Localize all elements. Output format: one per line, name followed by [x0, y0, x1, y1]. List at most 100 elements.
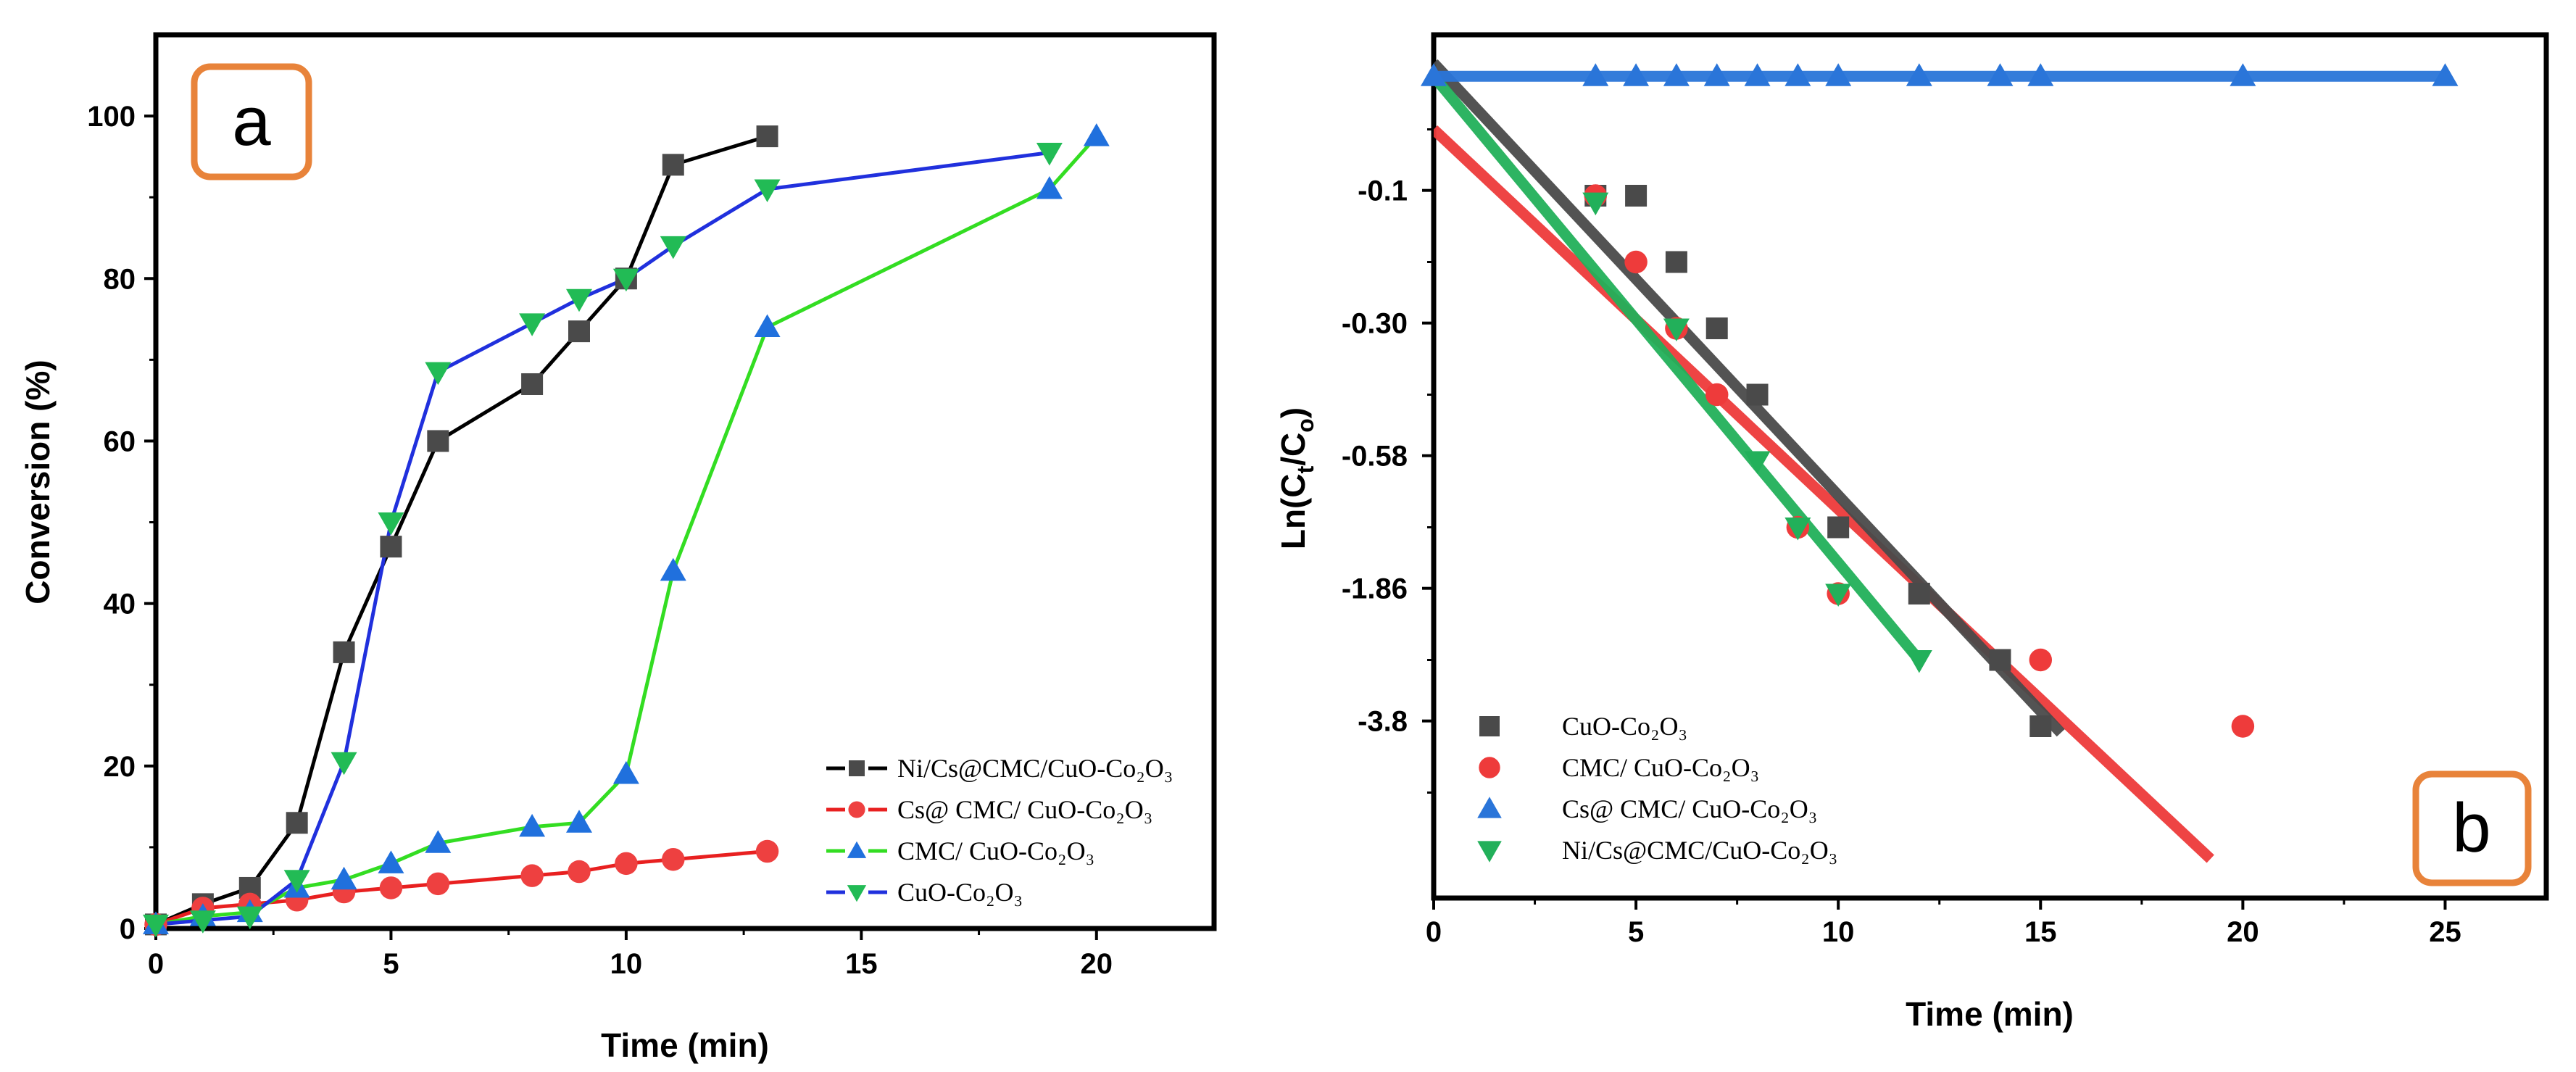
panel-b-fit-line-cmc-cuo-co-o [1434, 125, 2214, 863]
panel-b-ticks: 0 5 10 15 20 25 -0.1 -0.30 -0.58 -1.86 -3.8 [1342, 128, 2461, 948]
panel-a-point-cuo-co-o [378, 512, 404, 536]
panel-a-x-tick-label: 5 [383, 948, 399, 980]
panel-a-point-ni-cs-cmc-cuo-co-o [568, 320, 590, 343]
panel-b-y-tick-label: -3.8 [1358, 706, 1408, 738]
panel-b-point-cuo-co-o [1989, 649, 2011, 671]
panel-a-point-ni-cs-cmc-cuo-co-o [333, 641, 355, 663]
panel-b-point-ni-cs-cmc-cuo-co-o [1906, 650, 1932, 673]
panel-b-legend-label: CuO-Co₂O₃ [1562, 712, 1687, 741]
panel-a-legend: Ni/Cs@CMC/CuO-Co₂O₃ Cs@ CMC/ CuO-Co₂O₃ CMC… [826, 754, 1173, 907]
panel-b-chart: 0 5 10 15 20 25 -0.1 -0.30 -0.58 -1.86 -3.8 Time (… [1274, 32, 2549, 1033]
panel-a-legend-marker [849, 760, 865, 776]
panel-b-legend-marker [1479, 716, 1500, 736]
panel-b-badge-box [2412, 770, 2532, 886]
panel-a-point-ni-cs-cmc-cuo-co-o [662, 154, 684, 176]
panel-a-x-tick-label: 0 [148, 948, 164, 980]
panel-a-point-ni-cs-cmc-cuo-co-o [521, 373, 544, 395]
panel-a-point-cmc-cuo-co-o [425, 830, 452, 853]
panel-a-point-ni-cs-cmc-cuo-co-o [286, 812, 308, 834]
panel-b-point-cmc-cuo-co-o [2029, 648, 2053, 672]
panel-b-y-tick-label: -0.30 [1342, 308, 1408, 340]
panel-a-plot-frame [153, 32, 1217, 931]
panel-b-y-axis-title: Ln(Ct/Co) [1274, 407, 1318, 549]
panel-b-point-cs-cmc-cuo-co-o [2432, 63, 2459, 86]
panel-a-legend-label: CuO-Co₂O₃ [897, 878, 1023, 907]
panel-a-point-cs-cmc-cuo-co-o [568, 860, 591, 884]
panel-b-point-cuo-co-o [1705, 317, 1728, 339]
panel-b-point-cmc-cuo-co-o [2231, 715, 2255, 738]
panel-b-point-cuo-co-o [1625, 185, 1648, 207]
panel-a-y-tick-label: 0 [120, 913, 136, 945]
panel-b-x-tick-label: 0 [1426, 916, 1442, 948]
panel-b-point-cs-cmc-cuo-co-o [1421, 63, 1447, 86]
panel-a-y-tick-label: 80 [104, 263, 136, 295]
panel-b-legend-marker [1477, 841, 1502, 863]
panel-b-x-tick-label: 5 [1628, 916, 1644, 948]
panel-b-y-tick-label: -0.1 [1358, 175, 1408, 207]
panel-b-point-ni-cs-cmc-cuo-co-o [1663, 318, 1690, 341]
panel-b-y-axis-title-mid: /C [1274, 433, 1312, 466]
panel-a-point-cuo-co-o [612, 268, 639, 292]
panel-a-point-cuo-co-o [660, 236, 686, 259]
panel-a-point-cmc-cuo-co-o [1083, 123, 1110, 146]
panel-a-y-tick-label: 100 [87, 101, 136, 133]
panel-a-point-ni-cs-cmc-cuo-co-o [427, 430, 449, 452]
panel-b-point-ni-cs-cmc-cuo-co-o [1744, 451, 1771, 474]
panel-b-point-cuo-co-o [1827, 516, 1850, 539]
panel-a-point-cmc-cuo-co-o [754, 314, 781, 338]
panel-a-point-cuo-co-o [1036, 143, 1063, 166]
panel-b-point-cs-cmc-cuo-co-o [1663, 63, 1690, 86]
panel-b-x-tick-label: 25 [2429, 916, 2461, 948]
panel-a-point-cs-cmc-cuo-co-o [426, 872, 450, 896]
panel-b-point-cs-cmc-cuo-co-o [1784, 63, 1811, 86]
panel-a-point-cmc-cuo-co-o [378, 850, 404, 873]
panel-a-legend-marker [847, 841, 867, 858]
panel-b-x-tick-label: 10 [1822, 916, 1855, 948]
panel-b-x-tick-label: 15 [2024, 916, 2057, 948]
panel-a-badge-box [191, 63, 312, 180]
panel-a-badge-label: a [232, 83, 271, 160]
panel-a-point-cmc-cuo-co-o [1036, 175, 1063, 199]
panel-a-x-tick-label: 20 [1081, 948, 1113, 980]
panel-a-point-cuo-co-o [331, 752, 357, 776]
panel-a-legend-label: Ni/Cs@CMC/CuO-Co₂O₃ [897, 754, 1173, 783]
panel-b-point-cs-cmc-cuo-co-o [1623, 63, 1650, 86]
panel-b-point-cs-cmc-cuo-co-o [1987, 63, 2014, 86]
panel-b-y-tick-label: -0.58 [1342, 441, 1408, 473]
panel-a-x-tick-label: 15 [845, 948, 878, 980]
panel-b-point-cuo-co-o [1665, 251, 1687, 273]
panel-a-x-axis-title: Time (min) [601, 1026, 769, 1064]
panel-b-x-axis-title: Time (min) [1906, 995, 2074, 1033]
panel-a-point-cuo-co-o [283, 870, 310, 893]
panel-b-y-tick-label: -1.86 [1342, 573, 1408, 605]
panel-b-y-axis-title-sub-o: o [1292, 418, 1318, 433]
panel-b-point-cuo-co-o [1908, 583, 1930, 604]
panel-b-point-cs-cmc-cuo-co-o [1582, 63, 1609, 86]
panel-a-point-cmc-cuo-co-o [566, 810, 592, 833]
panel-a-point-cmc-cuo-co-o [331, 866, 357, 890]
panel-a-y-tick-label: 60 [104, 425, 136, 457]
panel-a-series-markers [143, 123, 1110, 938]
panel-a-legend-label: CMC/ CuO-Co₂O₃ [897, 836, 1094, 865]
panel-a-point-cs-cmc-cuo-co-o [520, 864, 544, 887]
panel-b-point-cmc-cuo-co-o [1705, 383, 1729, 407]
panel-b-plot-frame [1431, 32, 2549, 901]
panel-a-point-cs-cmc-cuo-co-o [379, 876, 403, 899]
panel-b-y-axis-title-suffix: ) [1274, 407, 1312, 418]
panel-a-point-cmc-cuo-co-o [660, 557, 686, 581]
panel-b-y-axis-title-prefix: Ln(C [1274, 473, 1312, 549]
panel-a-y-axis-title: Conversion (%) [19, 360, 57, 604]
panel-a-point-cuo-co-o [425, 362, 452, 386]
panel-b-legend-marker [1477, 797, 1502, 818]
panel-b-point-cuo-co-o [2029, 715, 2052, 737]
panel-b-legend-label: Ni/Cs@CMC/CuO-Co₂O₃ [1562, 836, 1837, 865]
panel-a-legend-marker [848, 801, 865, 818]
panel-a-point-cuo-co-o [236, 906, 263, 930]
panel-a-x-tick-label: 10 [610, 948, 643, 980]
panel-a-y-tick-label: 40 [104, 589, 136, 620]
panel-a-y-tick-label: 20 [104, 751, 136, 783]
panel-b-point-cs-cmc-cuo-co-o [2230, 63, 2256, 86]
panel-b-point-cs-cmc-cuo-co-o [1906, 63, 1932, 86]
panel-a-point-cuo-co-o [143, 914, 169, 938]
panel-a-point-cs-cmc-cuo-co-o [755, 839, 779, 863]
